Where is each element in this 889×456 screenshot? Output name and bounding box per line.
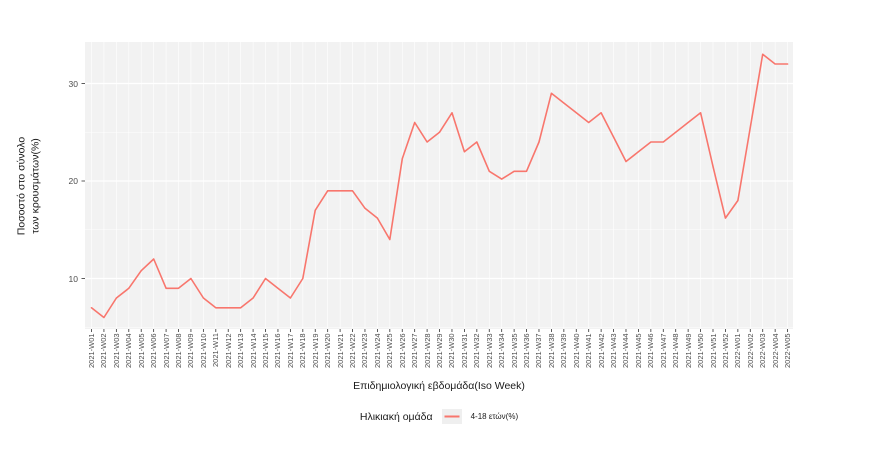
x-tick-label: 2021-W30 (447, 333, 457, 368)
x-tick-label: 2021-W37 (534, 333, 544, 368)
legend-title: Ηλικιακή ομάδα (359, 410, 433, 423)
x-tick-label: 2021-W43 (609, 333, 619, 368)
x-tick-label: 2021-W27 (410, 333, 420, 368)
y-axis-title: Ποσοστό στο σύνολο των κρουσμάτων(%) (15, 137, 42, 235)
y-axis-title-line1: Ποσοστό στο σύνολο (15, 136, 28, 236)
x-tick-label: 2021-W46 (646, 333, 656, 368)
x-tick-label: 2021-W24 (372, 333, 382, 368)
x-tick-label: 2021-W39 (559, 333, 569, 368)
x-tick-label: 2021-W19 (310, 333, 320, 368)
x-tick-label: 2021-W06 (149, 333, 159, 368)
legend-series-label: 4-18 ετών(%) (470, 412, 519, 421)
x-tick-label: 2021-W32 (472, 333, 482, 368)
x-tick-label: 2021-W02 (99, 333, 109, 368)
x-tick-label: 2021-W49 (683, 333, 693, 368)
x-tick-label: 2021-W35 (509, 333, 519, 368)
x-tick-label: 2021-W42 (596, 333, 606, 368)
x-tick-label: 2021-W47 (658, 333, 668, 368)
x-tick-label: 2021-W18 (298, 333, 308, 368)
x-tick-label: 2021-W45 (633, 333, 643, 368)
x-tick-label: 2021-W11 (211, 333, 221, 368)
x-tick-label: 2022-W02 (745, 333, 755, 368)
x-tick-label: 2021-W34 (497, 333, 507, 368)
x-tick-label: 2021-W29 (435, 333, 445, 368)
x-tick-label: 2021-W05 (136, 333, 146, 368)
x-tick-label: 2021-W22 (348, 333, 358, 368)
legend-line-icon (441, 409, 462, 424)
x-tick-label: 2021-W15 (261, 333, 271, 368)
x-tick-label: 2021-W08 (174, 333, 183, 368)
x-tick-label: 2022-W01 (733, 333, 743, 368)
x-tick-label: 2021-W09 (186, 333, 196, 368)
x-tick-label: 2021-W21 (335, 333, 345, 368)
y-tick-label: 10 (68, 273, 78, 284)
x-tick-label: 2021-W16 (273, 333, 283, 368)
x-tick-label: 2021-W33 (484, 333, 494, 368)
x-tick-label: 2021-W04 (124, 333, 134, 368)
x-axis-title: Επιδημιολογική εβδομάδα(Iso Week) (353, 380, 525, 392)
x-tick-label: 2021-W10 (198, 333, 208, 368)
x-tick-label: 2022-W05 (783, 333, 793, 368)
x-tick-label: 2021-W17 (285, 333, 295, 368)
legend: Ηλικιακή ομάδα 4-18 ετών(%) (85, 409, 793, 424)
x-tick-label: 2021-W03 (111, 333, 121, 368)
y-tick-label: 30 (68, 78, 78, 89)
x-tick-label: 2021-W31 (459, 333, 469, 368)
x-tick-label: 2021-W14 (248, 333, 258, 368)
x-tick-label: 2021-W51 (708, 333, 718, 368)
x-tick-label: 2021-W13 (236, 333, 246, 368)
x-tick-label: 2021-W12 (223, 333, 233, 368)
x-tick-label: 2022-W04 (770, 333, 780, 368)
x-tick-label: 2021-W38 (546, 333, 556, 368)
x-tick-label: 2021-W01 (87, 333, 96, 368)
x-tick-label: 2021-W50 (696, 333, 706, 368)
x-tick-label: 2022-W03 (758, 333, 768, 368)
x-tick-label: 2021-W28 (422, 333, 432, 368)
x-tick-label: 2021-W36 (522, 333, 532, 368)
x-tick-label: 2021-W41 (584, 333, 594, 368)
x-tick-label: 2021-W40 (571, 333, 581, 368)
x-tick-label: 2021-W25 (385, 333, 395, 368)
y-tick-label: 20 (68, 176, 78, 186)
x-tick-label: 2021-W44 (621, 333, 631, 368)
x-tick-label: 2021-W23 (360, 333, 370, 368)
legend-key (441, 409, 462, 424)
x-tick-label: 2021-W52 (720, 333, 730, 368)
y-axis-title-line2: των κρουσμάτων(%) (29, 138, 41, 234)
x-tick-label: 2021-W07 (161, 333, 171, 368)
x-tick-label: 2021-W26 (397, 333, 407, 368)
x-tick-label: 2021-W20 (323, 333, 333, 368)
x-tick-label: 2021-W48 (671, 333, 681, 368)
